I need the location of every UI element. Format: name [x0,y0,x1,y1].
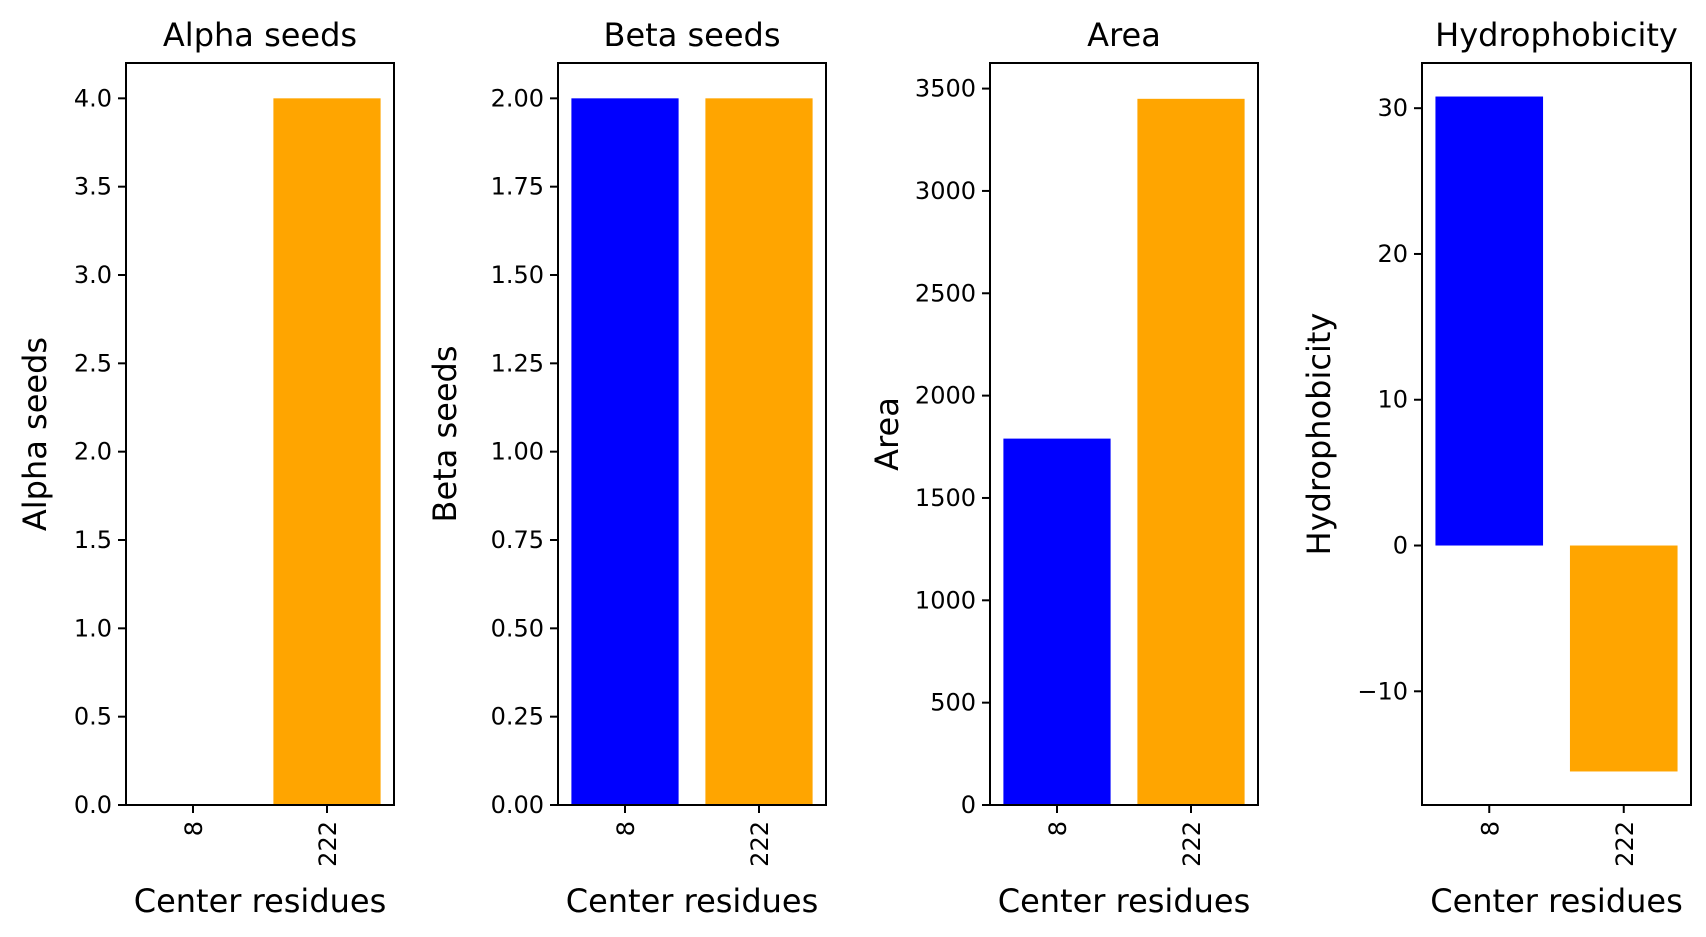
axes-frame [125,62,395,806]
y-axis-label: Alpha seeds [16,337,54,531]
y-tick-label: 2.5 [74,349,112,377]
y-tick-label: 1.50 [491,261,544,289]
y-tick-label: 0.00 [491,791,544,819]
y-tick-label: 0 [961,791,976,819]
x-tick-label: 8 [1476,821,1504,836]
y-tick-label: 0.0 [74,791,112,819]
axes-frame [1421,62,1692,806]
y-tick-label: 3500 [915,75,976,103]
y-tick-label: 1500 [915,484,976,512]
x-axis-label: Center residues [566,882,819,920]
y-tick-label: 2000 [915,382,976,410]
chart-panel: 0.00 0.25 0.50 0.75 1.00 1.25 1.50 1.75 2.00 8 222… [426,16,827,920]
y-tick-label: 2.0 [74,438,112,466]
y-tick-label: 1.00 [491,438,544,466]
chart-title: Area [1087,16,1161,54]
x-tick-label: 8 [1044,821,1072,836]
x-tick-label: 222 [1611,821,1639,867]
x-tick-label: 8 [612,821,640,836]
y-tick-label: 10 [1377,386,1408,414]
bar [1569,545,1678,772]
chart-panel: 0 500 1000 1500 2000 2500 3000 3500 8 222 Area Cent… [868,16,1259,920]
x-tick-label: 222 [314,821,342,867]
x-axis-label: Center residues [134,882,387,920]
y-axis-label: Beta seeds [426,346,464,523]
y-tick-label: 2500 [915,279,976,307]
bar [571,98,679,806]
bar [273,98,381,806]
x-tick-label: 222 [1178,821,1206,867]
y-tick-label: 1.0 [74,614,112,642]
bar [1435,96,1544,546]
axes-frame [557,62,827,806]
y-tick-label: 2.00 [491,84,544,112]
y-tick-label: 1.25 [491,349,544,377]
y-tick-label: 0 [1393,532,1408,560]
y-tick-label: 4.0 [74,84,112,112]
y-axis-label: Area [868,397,906,471]
bar [1137,98,1245,806]
bar [705,98,813,806]
x-tick-label: 8 [180,821,208,836]
chart-title: Beta seeds [604,16,781,54]
y-tick-label: −10 [1357,677,1408,705]
y-tick-label: 500 [930,689,976,717]
y-tick-label: 0.50 [491,614,544,642]
y-tick-label: 20 [1377,240,1408,268]
x-tick-label: 222 [746,821,774,867]
y-tick-label: 0.25 [491,703,544,731]
y-tick-label: 0.5 [74,703,112,731]
y-tick-label: 30 [1377,94,1408,122]
y-tick-label: 1.5 [74,526,112,554]
chart-panel: 0.0 0.5 1.0 1.5 2.0 2.5 3.0 3.5 4.0 8 222 Alpha see… [16,16,395,920]
y-tick-label: 0.75 [491,526,544,554]
x-axis-label: Center residues [998,882,1251,920]
y-tick-label: 1.75 [491,173,544,201]
chart-title: Alpha seeds [163,16,357,54]
bar [1003,438,1111,805]
y-tick-label: 3000 [915,177,976,205]
y-tick-label: 3.5 [74,173,112,201]
y-axis-label: Hydrophobicity [1300,313,1338,556]
axes-frame [989,62,1259,806]
chart-panel: −10 0 10 20 30 8 222 Hydrophobicity Center resid… [1300,16,1692,920]
x-axis-label: Center residues [1430,882,1683,920]
y-tick-label: 1000 [915,586,976,614]
chart-title: Hydrophobicity [1435,16,1678,54]
y-tick-label: 3.0 [74,261,112,289]
